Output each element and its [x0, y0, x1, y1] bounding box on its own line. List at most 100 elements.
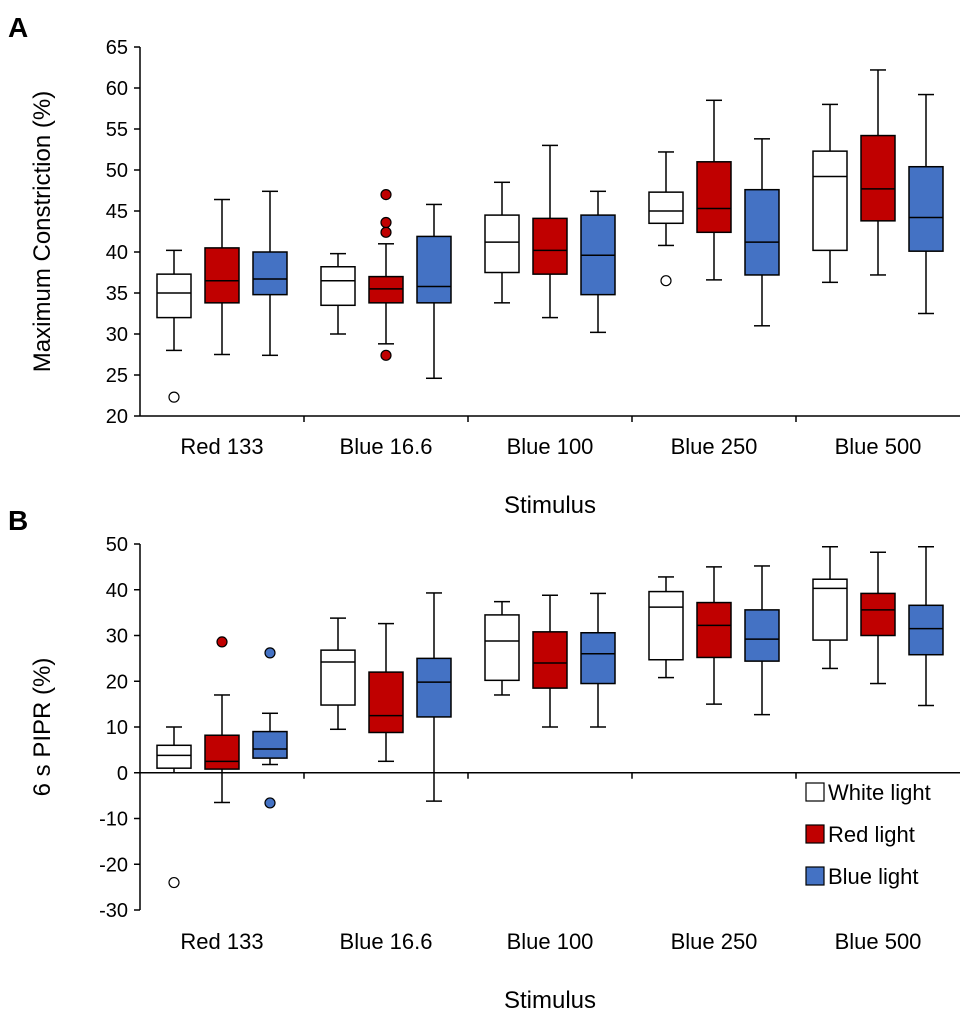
- box-iqr: [908, 604, 944, 656]
- box-iqr: [252, 730, 288, 759]
- box-iqr: [204, 734, 240, 770]
- panel-a-y-tick-label: 35: [106, 283, 128, 305]
- box-iqr: [860, 592, 896, 637]
- panel-b-box-white-light: [156, 726, 192, 889]
- box-iqr: [532, 631, 568, 689]
- box-iqr: [484, 214, 520, 274]
- box-iqr: [744, 609, 780, 662]
- panel-b-box-red-light: [368, 622, 404, 763]
- panel-a-y-tick-label: 55: [106, 119, 128, 141]
- panel-b-box-red-light: [204, 636, 240, 804]
- panel-b-y-tick-label: 20: [106, 671, 128, 693]
- legend-swatch: [805, 824, 825, 844]
- legend-swatch: [805, 866, 825, 886]
- panel-a-category-label: Blue 500: [835, 434, 922, 459]
- outlier-point: [264, 647, 276, 659]
- panel-letter-a: A: [8, 12, 28, 43]
- outlier-point: [380, 189, 392, 201]
- panel-b-y-tick-label: 40: [106, 580, 128, 602]
- panel-b-category-label: Blue 100: [507, 929, 594, 954]
- box-iqr: [744, 188, 780, 276]
- panel-a-y-tick-label: 20: [106, 406, 128, 428]
- panel-a-y-tick-label: 40: [106, 242, 128, 264]
- box-iqr: [696, 161, 732, 234]
- box-iqr: [252, 251, 288, 296]
- outlier-point: [216, 636, 228, 648]
- box-iqr: [812, 578, 848, 641]
- panel-b-legend: White light Red light Blue light: [805, 780, 931, 889]
- panel-a-y-tick-label: 30: [106, 324, 128, 346]
- panel-a-box-white-light: [156, 249, 192, 403]
- panel-a-category-label: Red 133: [180, 434, 263, 459]
- box-iqr: [532, 217, 568, 275]
- box-iqr: [368, 275, 404, 304]
- legend-label: Blue light: [828, 864, 919, 889]
- panel-b-box-blue-light: [252, 647, 288, 809]
- panel-a-y-tick-label: 60: [106, 78, 128, 100]
- panel-b-box-blue-light: [580, 592, 616, 728]
- box-iqr: [648, 590, 684, 661]
- box-iqr: [648, 191, 684, 225]
- outlier-point: [380, 349, 392, 361]
- box-iqr: [416, 235, 452, 304]
- outlier-point: [168, 876, 180, 889]
- box-iqr: [320, 649, 356, 706]
- box-iqr: [860, 134, 896, 222]
- panel-a-category-label: Blue 100: [507, 434, 594, 459]
- panel-b-box-red-light: [860, 551, 896, 685]
- panel-a-category-label: Blue 250: [671, 434, 758, 459]
- box-iqr: [156, 744, 192, 769]
- panel-b-category-label: Red 133: [180, 929, 263, 954]
- panel-a-box-red-light: [204, 198, 240, 356]
- box-iqr: [908, 165, 944, 252]
- panel-a-box-white-light: [320, 252, 356, 335]
- panel-a-box-blue-light: [580, 190, 616, 334]
- panel-a-box-red-light: [696, 99, 732, 281]
- panel-a-box-white-light: [484, 181, 520, 304]
- panel-b-box-red-light: [532, 594, 568, 728]
- panel-b-y-tick-label: -10: [99, 809, 128, 831]
- panel-b-box-red-light: [696, 566, 732, 705]
- panel-b-y-tick-label: 30: [106, 626, 128, 648]
- outlier-point: [660, 275, 672, 287]
- box-iqr: [416, 657, 452, 718]
- panel-b-box-white-light: [484, 600, 520, 696]
- panel-a-x-axis-title: Stimulus: [504, 492, 596, 519]
- panel-b-category-label: Blue 250: [671, 929, 758, 954]
- panel-b-y-tick-label: 0: [117, 763, 128, 785]
- panel-b-category-label: Blue 16.6: [340, 929, 433, 954]
- panel-a-box-red-light: [368, 189, 404, 361]
- panel-a-box-white-light: [812, 103, 848, 284]
- panel-a-y-tick-label: 50: [106, 160, 128, 182]
- box-iqr: [204, 247, 240, 304]
- panel-a-box-blue-light: [744, 138, 780, 327]
- box-iqr: [368, 671, 404, 734]
- panel-b-box-white-light: [812, 545, 848, 670]
- legend-swatch: [805, 782, 825, 802]
- panel-b-box-white-light: [648, 576, 684, 679]
- outlier-point: [168, 391, 180, 403]
- box-iqr: [484, 614, 520, 682]
- box-iqr: [320, 266, 356, 307]
- panel-a-box-blue-light: [252, 190, 288, 357]
- panel-b-y-tick-label: -20: [99, 854, 128, 876]
- panel-b-x-axis-title: Stimulus: [504, 987, 596, 1014]
- panel-b-box-white-light: [320, 617, 356, 731]
- panel-a-box-blue-light: [416, 203, 452, 380]
- panel-b-y-axis-title: 6 s PIPR (%): [29, 658, 56, 797]
- panel-a-box-red-light: [532, 144, 568, 319]
- panel-a-box-blue-light: [908, 93, 944, 315]
- outlier-point: [380, 216, 392, 229]
- panel-b-box-blue-light: [908, 545, 944, 707]
- panel-a-y-tick-label: 45: [106, 201, 128, 223]
- panel-b-y-tick-label: 50: [106, 534, 128, 556]
- panel-a-y-tick-label: 25: [106, 365, 128, 387]
- panel-a-chart: 20 25 30 35 40 45 50 55 60 65 Red 133 Blue 16.6 Blue…: [29, 37, 960, 519]
- panel-b-box-blue-light: [416, 592, 452, 802]
- panel-a-box-red-light: [860, 69, 896, 276]
- panel-b-y-tick-label: 10: [106, 717, 128, 739]
- outlier-point: [380, 226, 392, 238]
- box-iqr: [580, 632, 616, 685]
- panel-b-y-tick-label: -30: [99, 900, 128, 922]
- legend-label: White light: [828, 780, 931, 805]
